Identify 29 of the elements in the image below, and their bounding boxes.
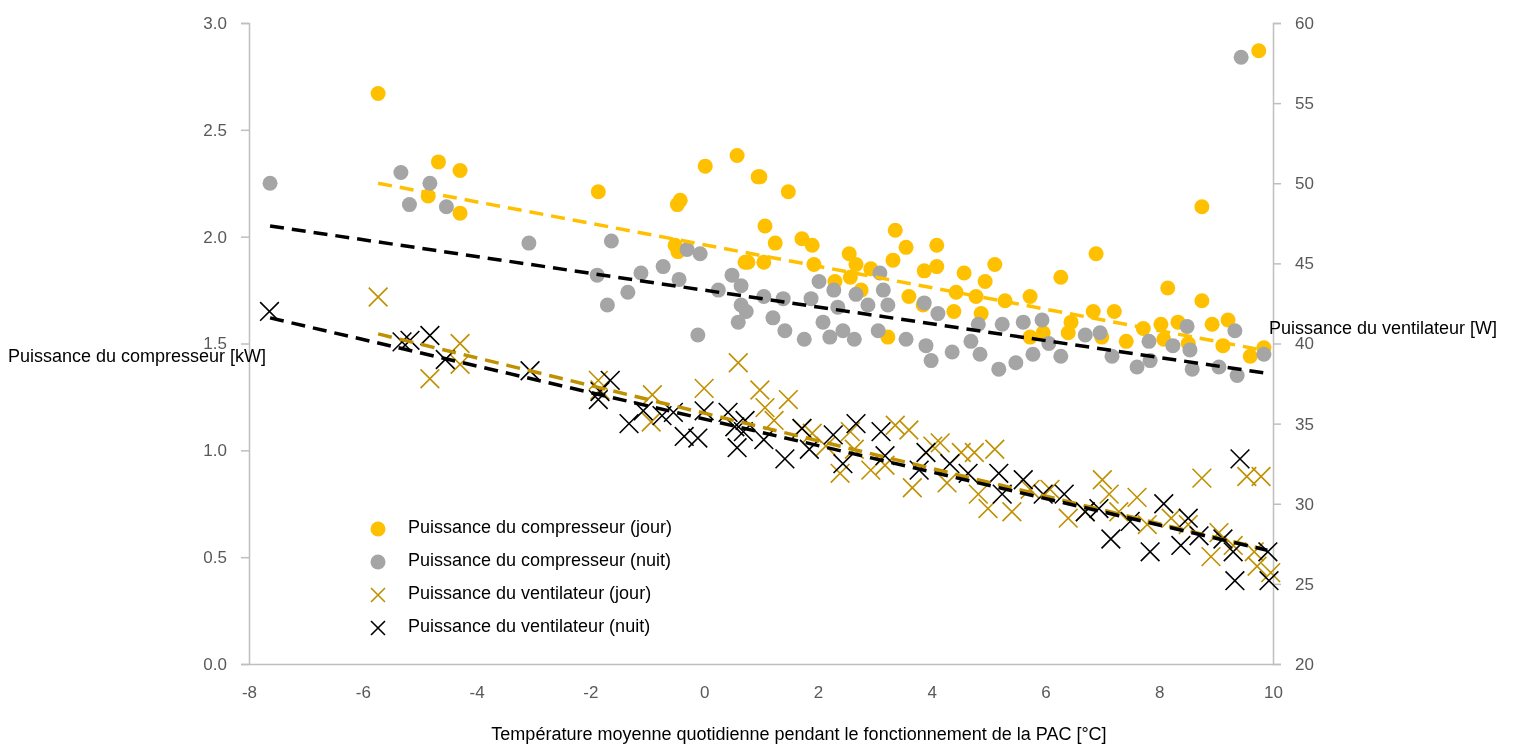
x-tick-label: 4 bbox=[927, 683, 937, 703]
x-tick-label: 6 bbox=[1041, 683, 1051, 703]
x-tick-label: -2 bbox=[583, 683, 599, 703]
y-tick-label: 2.5 bbox=[203, 120, 227, 140]
x-axis-title: Température moyenne quotidienne pendant le fonctionnement de la PAC [°C] bbox=[491, 724, 1107, 744]
y2-tick-label: 20 bbox=[1295, 654, 1314, 674]
y2-tick-label: 35 bbox=[1295, 414, 1314, 434]
y-tick-label: 0.0 bbox=[203, 654, 227, 674]
legend-label: Puissance du ventilateur (jour) bbox=[408, 582, 652, 603]
y-tick-label: 3.0 bbox=[203, 13, 227, 33]
y2-tick-label: 30 bbox=[1295, 494, 1314, 514]
legend-label: Puissance du compresseur (jour) bbox=[408, 516, 673, 537]
y2-tick-label: 45 bbox=[1295, 254, 1314, 274]
x-tick-label: -4 bbox=[469, 683, 485, 703]
y-tick-label: 0.5 bbox=[203, 548, 227, 568]
y2-tick-label: 25 bbox=[1295, 574, 1314, 594]
y2-tick-label: 60 bbox=[1295, 13, 1314, 33]
x-tick-label: 0 bbox=[699, 683, 710, 703]
x-tick-label: -6 bbox=[355, 683, 371, 703]
legend-label: Puissance du ventilateur (nuit) bbox=[408, 615, 651, 636]
y2-tick-label: 55 bbox=[1295, 94, 1314, 114]
y-tick-label: 1.0 bbox=[203, 441, 227, 461]
x-tick-label: 8 bbox=[1154, 683, 1165, 703]
y-tick-label: 2.0 bbox=[203, 227, 227, 247]
y2-tick-label: 50 bbox=[1295, 174, 1314, 194]
x-tick-label: 2 bbox=[813, 683, 824, 703]
x-tick-label: 10 bbox=[1264, 683, 1283, 703]
legend-label: Puissance du compresseur (nuit) bbox=[408, 549, 672, 570]
x-tick-label: -8 bbox=[241, 683, 258, 703]
